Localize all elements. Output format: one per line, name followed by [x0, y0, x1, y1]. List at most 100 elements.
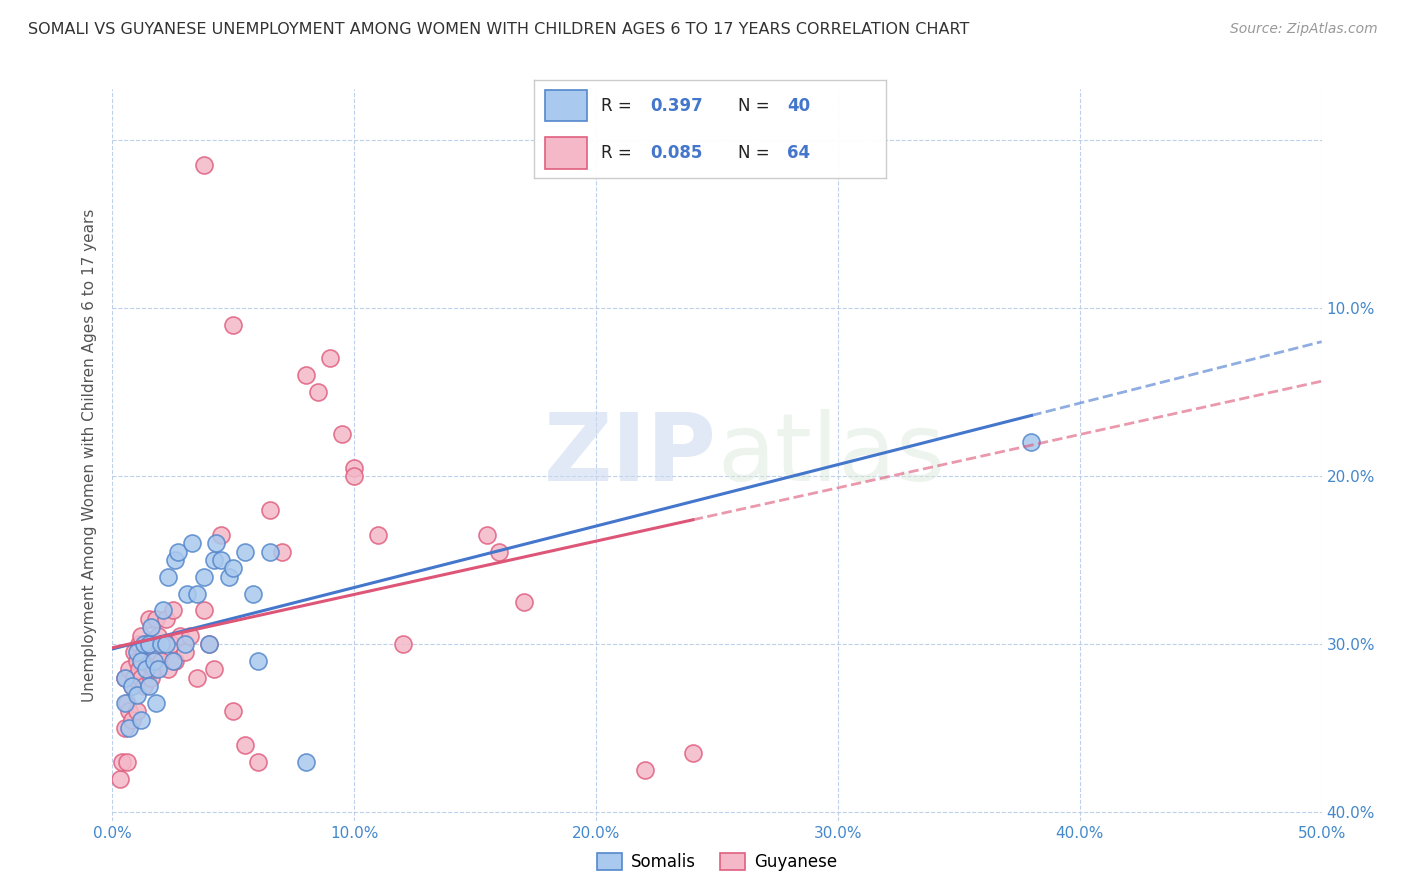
Point [295, 755, 318, 769]
Point [198, 637, 221, 651]
Point [193, 158, 215, 172]
Point [114, 721, 136, 735]
Point [367, 528, 389, 542]
Point [138, 679, 160, 693]
Point [122, 671, 145, 685]
Point [169, 629, 191, 643]
Point [121, 679, 143, 693]
Point [179, 629, 201, 643]
Point [111, 755, 134, 769]
Point [186, 671, 208, 685]
Point [152, 637, 174, 651]
Point [152, 603, 174, 617]
Text: 64: 64 [787, 144, 810, 161]
Point [138, 637, 160, 651]
Text: 0.085: 0.085 [650, 144, 703, 161]
Point [115, 755, 138, 769]
Point [149, 654, 172, 668]
Point [125, 688, 148, 702]
Point [307, 384, 329, 399]
Point [181, 536, 204, 550]
Point [157, 662, 180, 676]
Text: Source: ZipAtlas.com: Source: ZipAtlas.com [1230, 22, 1378, 37]
Point [343, 469, 366, 483]
Point [343, 460, 366, 475]
Point [125, 645, 148, 659]
Point [121, 713, 143, 727]
Point [174, 637, 197, 651]
Point [114, 696, 136, 710]
Point [259, 502, 281, 516]
Text: R =: R = [602, 97, 637, 115]
Text: 0.397: 0.397 [650, 97, 703, 115]
Point [391, 637, 413, 651]
Point [246, 755, 269, 769]
Point [222, 561, 245, 575]
Point [131, 713, 153, 727]
Point [193, 603, 215, 617]
Point [121, 679, 143, 693]
Point [270, 544, 292, 558]
Point [162, 654, 184, 668]
Point [222, 318, 245, 332]
Point [145, 645, 167, 659]
Point [142, 654, 165, 668]
Point [128, 637, 150, 651]
Point [174, 645, 197, 659]
FancyBboxPatch shape [544, 90, 588, 121]
Point [157, 570, 180, 584]
Point [138, 612, 160, 626]
Point [176, 587, 198, 601]
Text: R =: R = [602, 144, 637, 161]
Point [162, 603, 184, 617]
FancyBboxPatch shape [544, 137, 588, 169]
Point [246, 654, 269, 668]
Text: atlas: atlas [717, 409, 945, 501]
Point [132, 645, 155, 659]
Point [132, 679, 155, 693]
Point [165, 654, 187, 668]
Point [209, 553, 232, 567]
Point [135, 637, 157, 651]
Point [198, 637, 221, 651]
Point [118, 704, 141, 718]
Point [132, 637, 155, 651]
Point [149, 637, 172, 651]
Point [141, 671, 163, 685]
Text: N =: N = [738, 97, 775, 115]
Point [259, 544, 281, 558]
Point [131, 671, 153, 685]
Point [118, 662, 141, 676]
Point [155, 612, 177, 626]
Point [141, 637, 163, 651]
Point [135, 662, 157, 676]
Point [125, 654, 148, 668]
Point [159, 637, 181, 651]
Point [477, 528, 499, 542]
Text: 40: 40 [787, 97, 810, 115]
Point [115, 696, 138, 710]
Point [118, 721, 141, 735]
Point [222, 704, 245, 718]
Point [186, 587, 208, 601]
Point [1021, 435, 1043, 450]
Point [165, 553, 187, 567]
Point [319, 351, 342, 366]
Point [202, 553, 225, 567]
Point [218, 570, 240, 584]
Point [166, 544, 188, 558]
Point [141, 620, 163, 634]
Point [235, 544, 257, 558]
Point [205, 536, 228, 550]
Point [202, 662, 225, 676]
Point [330, 426, 353, 441]
Text: SOMALI VS GUYANESE UNEMPLOYMENT AMONG WOMEN WITH CHILDREN AGES 6 TO 17 YEARS COR: SOMALI VS GUYANESE UNEMPLOYMENT AMONG WO… [28, 22, 970, 37]
Point [155, 637, 177, 651]
Point [131, 629, 153, 643]
Point [114, 671, 136, 685]
Point [193, 570, 215, 584]
Y-axis label: Unemployment Among Women with Children Ages 6 to 17 years: Unemployment Among Women with Children A… [82, 208, 97, 702]
Point [128, 662, 150, 676]
Point [295, 368, 318, 382]
Point [209, 528, 232, 542]
